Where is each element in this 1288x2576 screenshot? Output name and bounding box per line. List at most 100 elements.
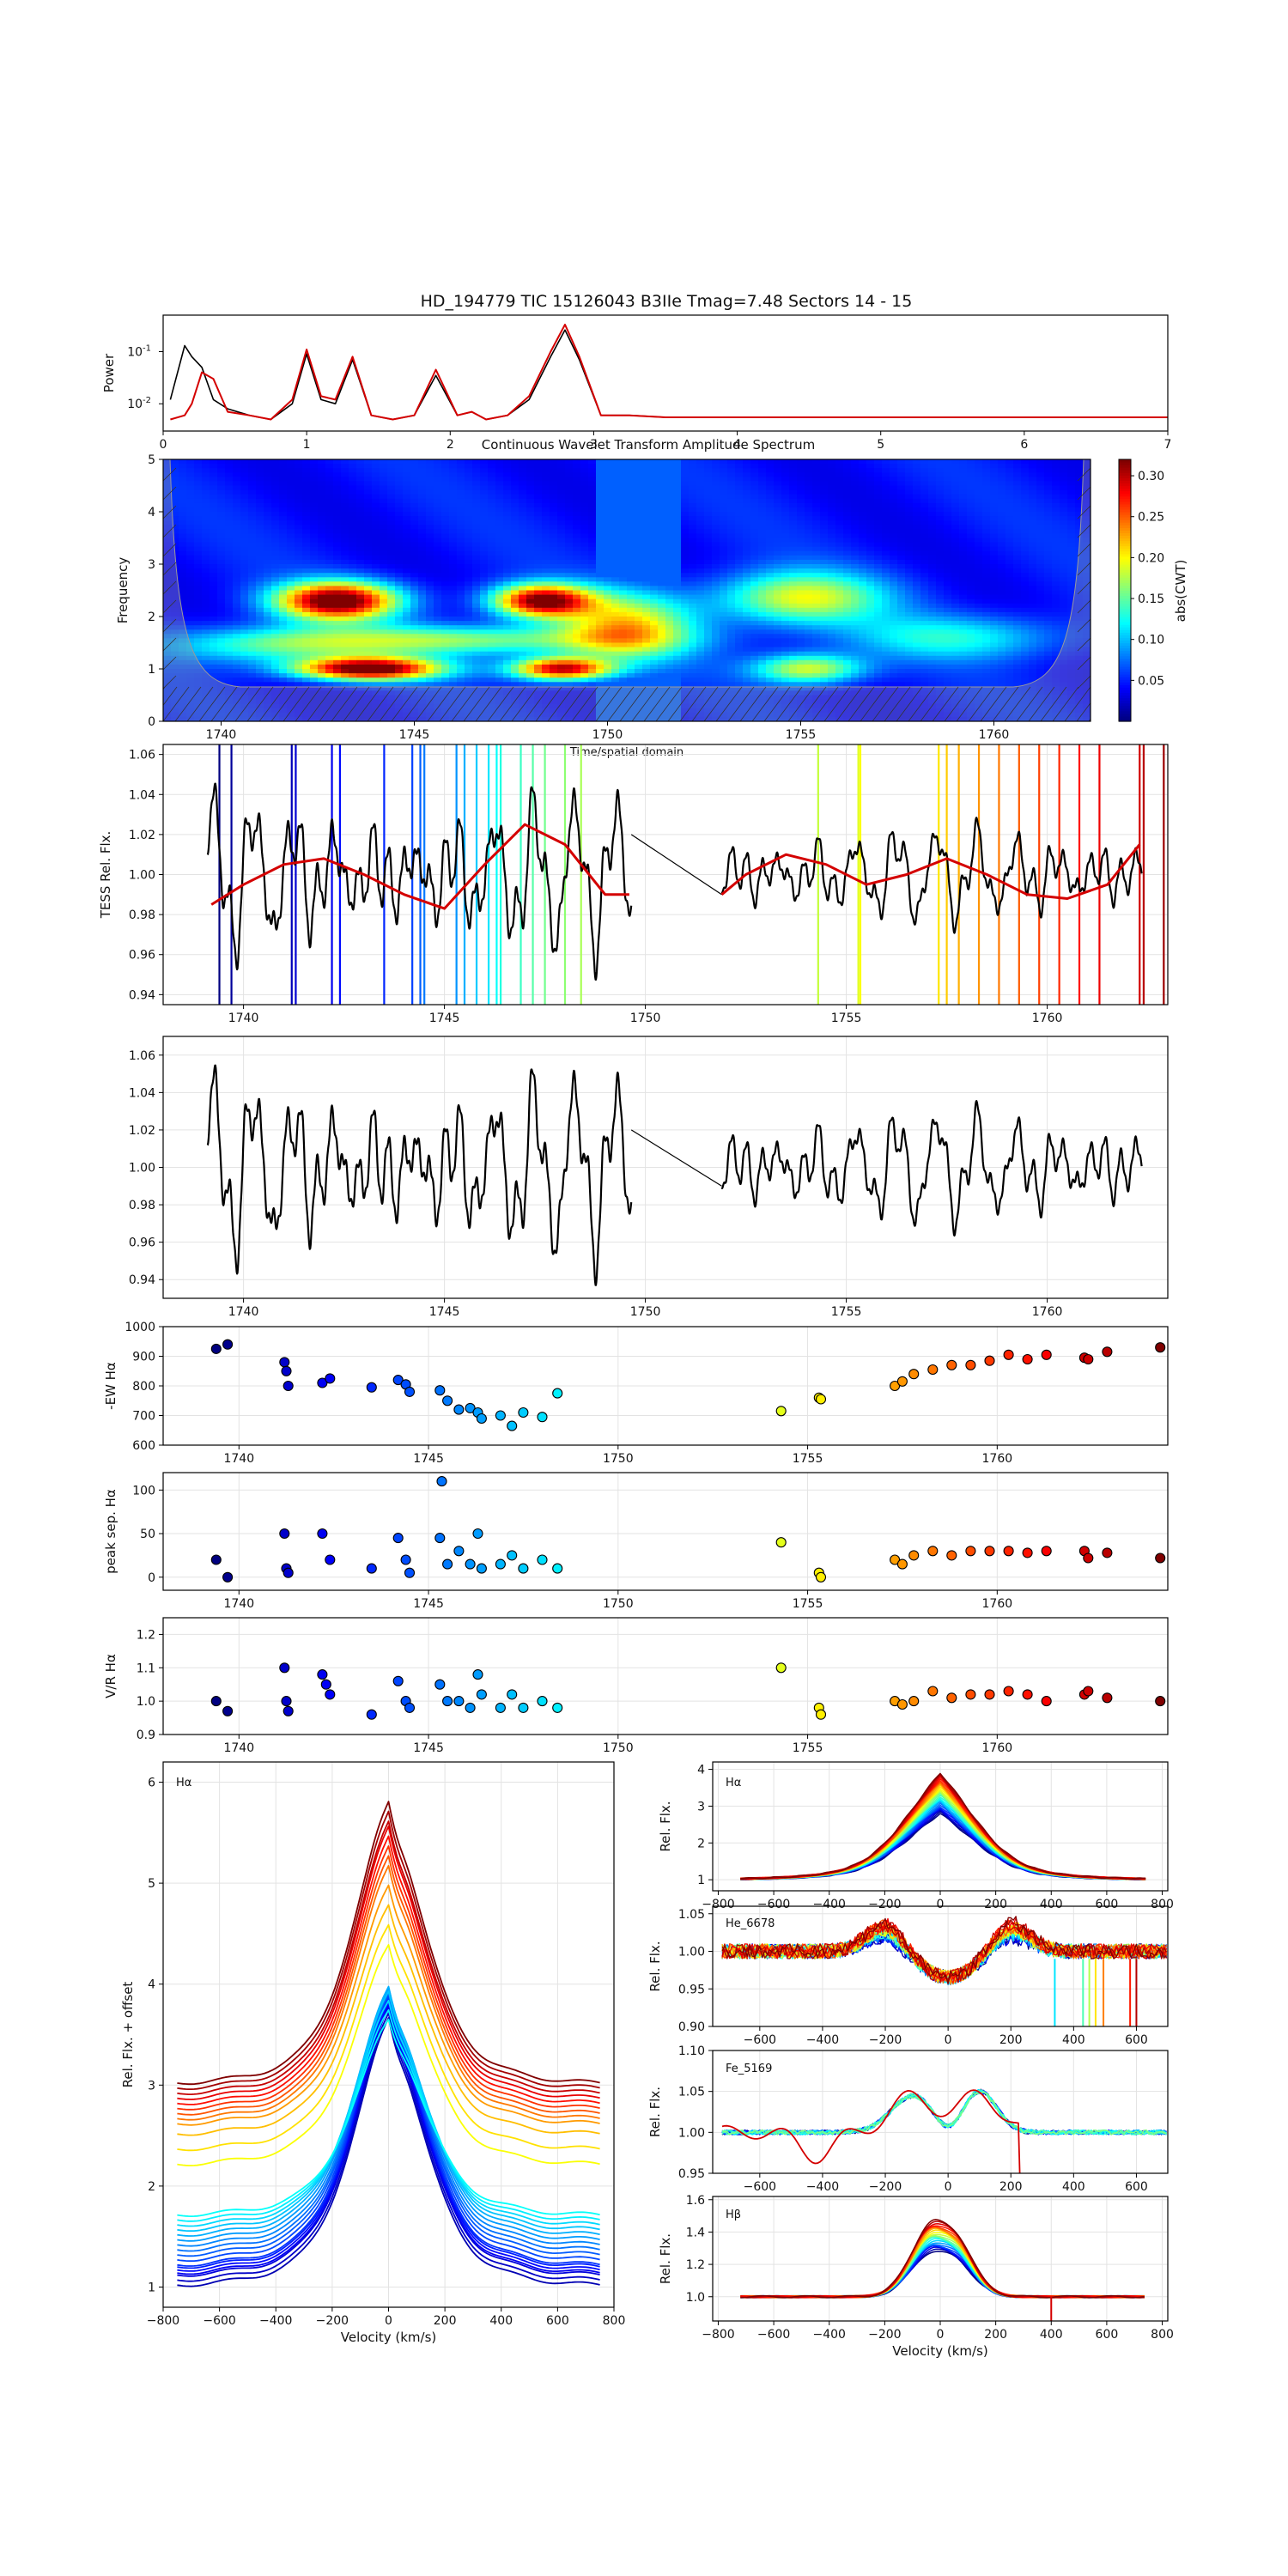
heatmap-cell: [557, 664, 566, 670]
heatmap-cell: [202, 586, 210, 592]
heatmap-cell: [635, 598, 643, 605]
heatmap-cell: [279, 629, 288, 635]
heatmap-cell: [557, 621, 566, 626]
heatmap-cell: [233, 529, 241, 534]
heatmap-cell: [480, 634, 489, 639]
heatmap-cell: [333, 669, 342, 674]
heatmap-cell: [210, 634, 218, 639]
heatmap-cell: [264, 481, 272, 487]
heatmap-cell: [696, 594, 705, 600]
heatmap-cell: [210, 533, 218, 539]
heatmap-cell: [179, 559, 187, 565]
heatmap-cell: [256, 598, 264, 605]
heatmap-cell: [588, 494, 597, 500]
heatmap-cell: [704, 472, 713, 477]
heatmap-cell: [202, 590, 210, 596]
heatmap-cell: [279, 686, 288, 691]
heatmap-cell: [171, 468, 179, 473]
heatmap-cell: [619, 686, 628, 691]
heatmap-cell: [735, 559, 744, 565]
heatmap-cell: [302, 594, 311, 600]
heatmap-cell: [333, 507, 342, 513]
heatmap-cell: [704, 477, 713, 482]
heatmap-cell: [233, 673, 241, 678]
heatmap-cell: [449, 669, 458, 674]
heatmap-cell: [302, 472, 311, 477]
heatmap-cell: [557, 625, 566, 630]
heatmap-cell: [364, 533, 373, 539]
heatmap-cell: [573, 647, 581, 653]
heatmap-cell: [797, 559, 805, 565]
heatmap-cell: [395, 686, 404, 691]
heatmap-cell: [434, 512, 442, 517]
heatmap-cell: [333, 598, 342, 605]
heatmap-cell: [441, 507, 450, 513]
heatmap-cell: [557, 477, 566, 482]
heatmap-cell: [743, 559, 751, 565]
heatmap-cell: [295, 507, 303, 513]
heatmap-cell: [511, 555, 519, 561]
heatmap-cell: [217, 638, 226, 644]
heatmap-cell: [302, 489, 311, 495]
heatmap-cell: [403, 716, 411, 721]
heatmap-cell: [333, 489, 342, 495]
heatmap-cell: [488, 617, 496, 622]
heatmap-cell: [449, 573, 458, 578]
heatmap-cell: [673, 581, 682, 586]
heatmap-cell: [233, 712, 241, 718]
heatmap-cell: [465, 695, 473, 701]
heatmap-cell: [789, 695, 798, 701]
heatmap-cell: [441, 651, 450, 657]
heatmap-cell: [627, 590, 635, 596]
heatmap-cell: [495, 468, 504, 473]
heatmap-cell: [503, 677, 512, 683]
heatmap-cell: [217, 686, 226, 691]
heatmap-cell: [194, 529, 203, 534]
heatmap-cell: [573, 590, 581, 596]
heatmap-cell: [441, 555, 450, 561]
heatmap-cell: [465, 594, 473, 600]
heatmap-cell: [712, 629, 720, 635]
heatmap-cell: [465, 498, 473, 504]
heatmap-cell: [727, 533, 736, 539]
heatmap-cell: [403, 481, 411, 487]
heatmap-cell: [743, 459, 751, 465]
heatmap-cell: [588, 603, 597, 609]
heatmap-cell: [573, 617, 581, 622]
heatmap-cell: [333, 485, 342, 491]
heatmap-cell: [387, 489, 396, 495]
heatmap-cell: [743, 611, 751, 617]
heatmap-cell: [635, 611, 643, 617]
heatmap-cell: [356, 550, 365, 556]
heatmap-cell: [295, 603, 303, 609]
heatmap-cell: [534, 512, 543, 517]
heatmap-cell: [743, 677, 751, 683]
heatmap-cell: [171, 581, 179, 586]
heatmap-cell: [720, 559, 728, 565]
heatmap-cell: [248, 573, 257, 578]
heatmap-cell: [356, 690, 365, 696]
heatmap-cell: [225, 634, 234, 639]
heatmap-cell: [519, 555, 527, 561]
heatmap-cell: [781, 638, 790, 644]
heatmap-cell: [658, 546, 666, 552]
heatmap-cell: [557, 638, 566, 644]
heatmap-cell: [434, 494, 442, 500]
heatmap-cell: [225, 485, 234, 491]
heatmap-cell: [596, 468, 605, 473]
heatmap-cell: [542, 647, 550, 653]
heatmap-cell: [596, 617, 605, 622]
heatmap-cell: [403, 695, 411, 701]
heatmap-cell: [202, 621, 210, 626]
heatmap-cell: [225, 629, 234, 635]
heatmap-cell: [217, 481, 226, 487]
heatmap-cell: [457, 712, 465, 718]
heatmap-cell: [333, 625, 342, 630]
heatmap-cell: [434, 611, 442, 617]
heatmap-cell: [325, 573, 334, 578]
heatmap-cell: [418, 498, 427, 504]
heatmap-cell: [619, 481, 628, 487]
heatmap-cell: [449, 507, 458, 513]
heatmap-cell: [395, 525, 404, 530]
heatmap-cell: [171, 577, 179, 582]
